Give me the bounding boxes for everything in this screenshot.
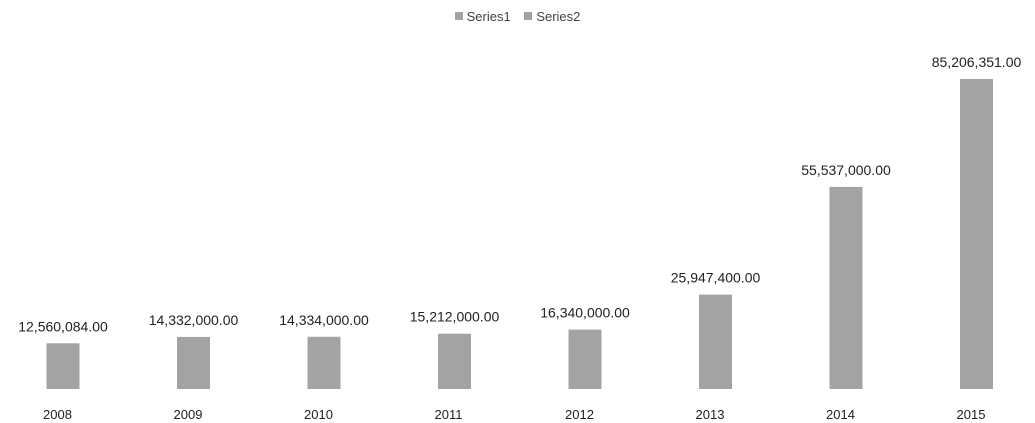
data-label-2014: 55,537,000.00 — [801, 162, 891, 178]
data-label-2009: 14,332,000.00 — [149, 312, 239, 328]
data-label-2010: 14,334,000.00 — [279, 312, 369, 328]
data-label-2012: 16,340,000.00 — [540, 305, 630, 321]
bar-2015 — [960, 79, 993, 389]
x-tick-label-2015: 2015 — [957, 407, 986, 422]
x-tick-label-2010: 2010 — [304, 407, 333, 422]
bar-2010 — [307, 336, 341, 389]
legend-item-series2: Series2 — [524, 9, 580, 24]
x-tick-label-2014: 2014 — [826, 407, 855, 422]
bar-2009 — [177, 336, 210, 389]
legend-label-series1: Series1 — [466, 8, 511, 24]
legend-label-series2: Series2 — [536, 8, 581, 24]
legend-swatch-series1 — [454, 12, 463, 20]
bar-2011 — [438, 333, 471, 389]
data-label-2008: 12,560,084.00 — [18, 318, 108, 334]
bar-2013 — [699, 294, 732, 389]
legend-item-series1: Series1 — [454, 8, 511, 24]
x-tick-label-2009: 2009 — [174, 407, 203, 422]
bar-2008 — [46, 343, 80, 389]
x-tick-label-2008: 2008 — [43, 407, 72, 422]
x-tick-label-2012: 2012 — [565, 407, 594, 422]
legend: Series1 Series2 — [0, 8, 1035, 24]
x-tick-label-2013: 2013 — [696, 407, 725, 422]
data-label-2011: 15,212,000.00 — [410, 309, 500, 325]
bar-2012 — [568, 329, 602, 389]
bar-2014 — [829, 186, 863, 389]
x-tick-label-2011: 2011 — [435, 407, 463, 422]
legend-swatch-series2 — [524, 12, 533, 20]
data-label-2015: 85,206,351.00 — [932, 54, 1022, 70]
data-label-2013: 25,947,400.00 — [671, 270, 761, 286]
